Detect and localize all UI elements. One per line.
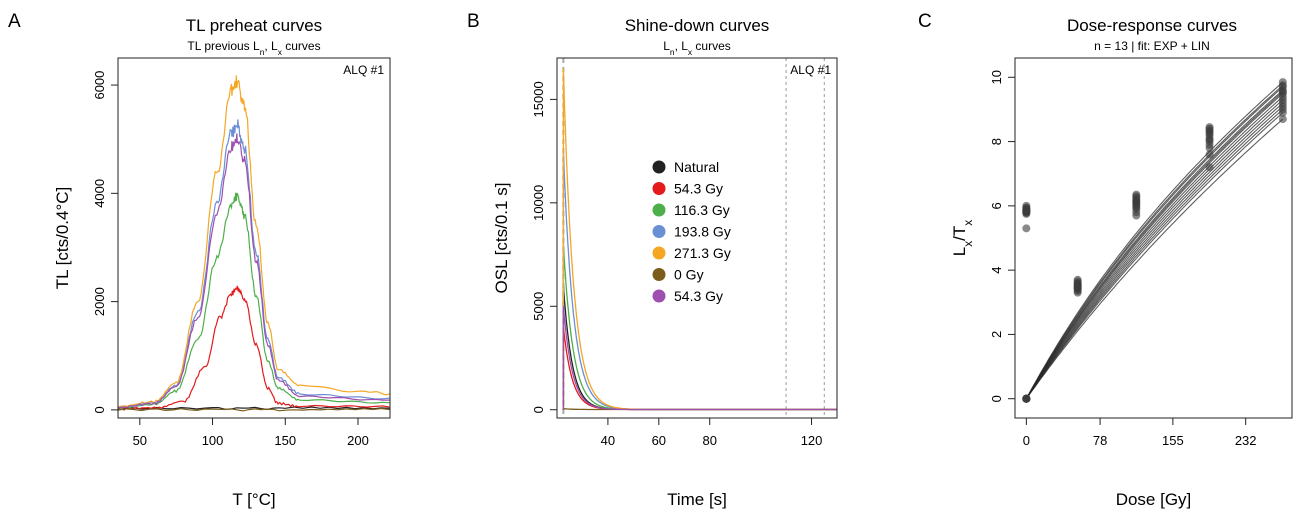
y-tick-label: 6000 — [92, 71, 107, 100]
plot-box — [117, 57, 391, 419]
tl-curve-4 — [118, 75, 390, 409]
panel-label: B — [467, 11, 480, 32]
fit-curve-8 — [1025, 91, 1284, 399]
legend-label-1: 54.3 Gy — [674, 181, 723, 197]
tl-curve-2 — [118, 192, 390, 410]
panel-label: C — [918, 11, 932, 32]
y-tick-label: 2 — [989, 331, 1004, 338]
fit-curve-2 — [1025, 108, 1284, 400]
annotation-label: ALQ #1 — [790, 63, 831, 77]
y-tick-label: 0 — [92, 406, 107, 413]
data-point — [1022, 394, 1031, 403]
y-tick-label: 0 — [989, 395, 1004, 402]
tl-curve-3 — [118, 119, 390, 409]
legend-label-6: 54.3 Gy — [674, 288, 723, 304]
plot-box — [556, 57, 838, 419]
x-tick-label: 120 — [801, 433, 823, 448]
x-tick-label: 150 — [274, 433, 296, 448]
legend-marker-4 — [652, 246, 666, 260]
legend-label-2: 116.3 Gy — [674, 202, 730, 218]
x-axis-label: T [°C] — [232, 490, 275, 509]
fit-curve-1 — [1025, 112, 1284, 400]
fit-curve-7 — [1025, 92, 1284, 399]
fit-curve-9 — [1025, 89, 1284, 399]
data-point — [1132, 190, 1141, 199]
legend-label-3: 193.8 Gy — [674, 224, 731, 240]
fit-curve-6 — [1025, 96, 1284, 399]
x-tick-label: 155 — [1162, 433, 1184, 448]
x-tick-label: 60 — [652, 433, 666, 448]
legend-marker-6 — [652, 289, 666, 303]
panel-label: A — [8, 11, 21, 32]
y-tick-label: 10000 — [531, 185, 546, 221]
data-point — [1073, 282, 1082, 291]
x-tick-label: 50 — [133, 433, 147, 448]
tl-curve-0 — [118, 406, 390, 411]
legend-marker-5 — [652, 268, 666, 281]
data-point — [1132, 198, 1141, 206]
y-tick-label: 2000 — [92, 287, 107, 316]
legend-label-4: 271.3 Gy — [674, 245, 731, 261]
fit-curve-0 — [1025, 118, 1284, 400]
x-tick-label: 0 — [1023, 433, 1030, 448]
chart-subtitle: n = 13 | fit: EXP + LIN — [1094, 39, 1210, 53]
data-point — [1278, 78, 1287, 87]
osl-curve-0 — [562, 285, 837, 411]
x-axis-label: Time [s] — [667, 490, 727, 509]
data-point — [1205, 163, 1214, 172]
fit-curve-4 — [1025, 102, 1284, 400]
x-tick-label: 40 — [601, 433, 615, 448]
x-tick-label: 232 — [1235, 433, 1257, 448]
y-tick-label: 0 — [531, 406, 546, 413]
y-axis-label: TL [cts/0.4°C] — [53, 187, 72, 290]
data-point — [1205, 150, 1214, 159]
data-point — [1278, 115, 1287, 124]
x-tick-label: 200 — [347, 433, 369, 448]
y-axis-label: OSL [cts/0.1 s] — [492, 183, 511, 294]
chart-subtitle: Ln, Lx curves — [663, 39, 731, 57]
osl-curve-6 — [562, 306, 837, 411]
y-tick-label: 10 — [989, 70, 1004, 84]
osl-curve-1 — [562, 326, 837, 411]
tl-curve-1 — [118, 285, 390, 411]
legend-marker-0 — [652, 160, 666, 174]
tl-curve-6 — [118, 133, 390, 409]
y-tick-label: 6 — [989, 202, 1004, 209]
plot-box — [1014, 57, 1293, 419]
x-axis-label: Dose [Gy] — [1116, 490, 1192, 509]
y-axis-label: Lx/Tx — [950, 220, 975, 257]
x-tick-label: 78 — [1093, 433, 1107, 448]
y-tick-label: 15000 — [531, 81, 546, 117]
legend-marker-1 — [652, 182, 666, 195]
data-point — [1205, 123, 1214, 132]
data-point — [1022, 207, 1031, 215]
legend-label-0: Natural — [674, 159, 719, 175]
y-tick-label: 5000 — [531, 292, 546, 321]
chart-title: Shine-down curves — [625, 16, 770, 35]
data-point — [1132, 203, 1141, 212]
x-tick-label: 80 — [702, 433, 716, 448]
fit-curve-3 — [1025, 105, 1284, 400]
x-tick-label: 100 — [202, 433, 224, 448]
fit-curve-12 — [1025, 81, 1284, 399]
fit-curve-11 — [1025, 84, 1284, 399]
annotation-label: ALQ #1 — [343, 63, 384, 77]
tl-curve-5 — [118, 407, 390, 412]
chart-subtitle: TL previous Ln, Lx curves — [187, 39, 320, 57]
y-tick-label: 4 — [989, 267, 1004, 274]
chart-title: Dose-response curves — [1067, 16, 1237, 35]
fit-curve-5 — [1025, 99, 1284, 399]
chart-title: TL preheat curves — [186, 16, 322, 35]
legend-marker-3 — [652, 225, 666, 238]
data-point — [1022, 224, 1031, 233]
y-tick-label: 8 — [989, 138, 1004, 145]
legend-marker-2 — [652, 203, 666, 217]
y-tick-label: 4000 — [92, 179, 107, 208]
legend-label-5: 0 Gy — [674, 267, 704, 283]
